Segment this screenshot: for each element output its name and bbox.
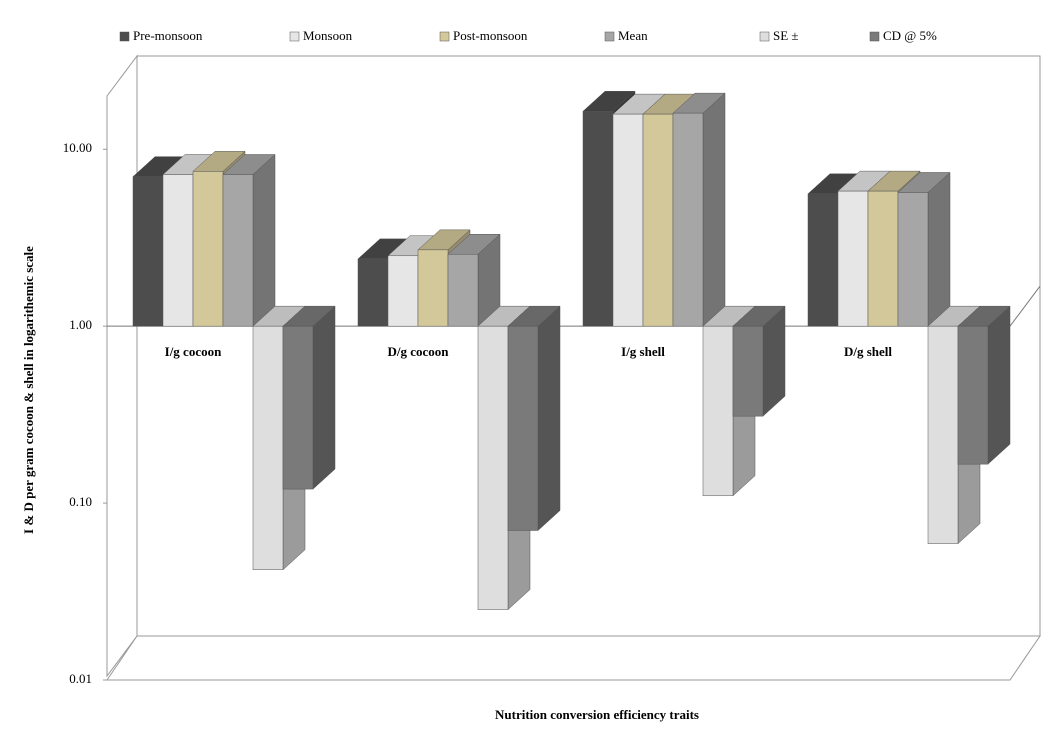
bar	[867, 190, 899, 327]
bar	[477, 325, 509, 610]
category-label: D/g cocoon	[387, 344, 449, 359]
legend-swatch	[604, 31, 615, 42]
bar	[222, 174, 254, 327]
bar	[807, 193, 839, 327]
bar	[132, 176, 164, 327]
category-label: I/g shell	[621, 344, 665, 359]
bar	[357, 258, 389, 327]
legend-label: SE ±	[773, 28, 799, 43]
bar	[387, 255, 419, 327]
bar-side	[987, 305, 1011, 465]
bar	[282, 325, 314, 490]
legend-label: Post-monsoon	[453, 28, 528, 43]
bar	[957, 325, 989, 465]
y-tick-label: 0.10	[69, 494, 92, 509]
legend-label: CD @ 5%	[883, 28, 937, 43]
bar	[447, 253, 479, 327]
bar-side	[312, 305, 336, 490]
bar	[672, 112, 704, 327]
bar	[927, 325, 959, 544]
bar	[612, 113, 644, 327]
category-label: D/g shell	[844, 344, 892, 359]
category-label: I/g cocoon	[165, 344, 222, 359]
legend-label: Mean	[618, 28, 648, 43]
bar	[162, 174, 194, 327]
bar	[837, 190, 869, 327]
y-tick-label: 0.01	[69, 671, 92, 686]
legend-swatch	[869, 31, 880, 42]
bar	[642, 113, 674, 327]
bar-side	[702, 92, 726, 327]
bar	[417, 249, 449, 327]
bar	[732, 325, 764, 417]
bar	[192, 171, 224, 327]
x-axis-title: Nutrition conversion efficiency traits	[495, 707, 699, 722]
legend-label: Monsoon	[303, 28, 353, 43]
legend-swatch	[289, 31, 300, 42]
legend-swatch	[439, 31, 450, 42]
bar	[582, 110, 614, 327]
bar-side	[252, 153, 276, 327]
y-tick-label: 10.00	[63, 140, 92, 155]
floor	[106, 635, 1041, 681]
bar	[897, 192, 929, 327]
bar	[702, 325, 734, 497]
side-wall	[106, 54, 138, 678]
bar-side	[927, 171, 951, 327]
legend-label: Pre-monsoon	[133, 28, 203, 43]
y-tick-label: 1.00	[69, 317, 92, 332]
bar	[507, 325, 539, 531]
y-axis-title: I & D per gram cocoon & shell in logarit…	[21, 246, 36, 534]
bar	[252, 325, 284, 570]
legend-swatch	[759, 31, 770, 42]
legend-swatch	[119, 31, 130, 42]
bar-side	[537, 305, 561, 532]
